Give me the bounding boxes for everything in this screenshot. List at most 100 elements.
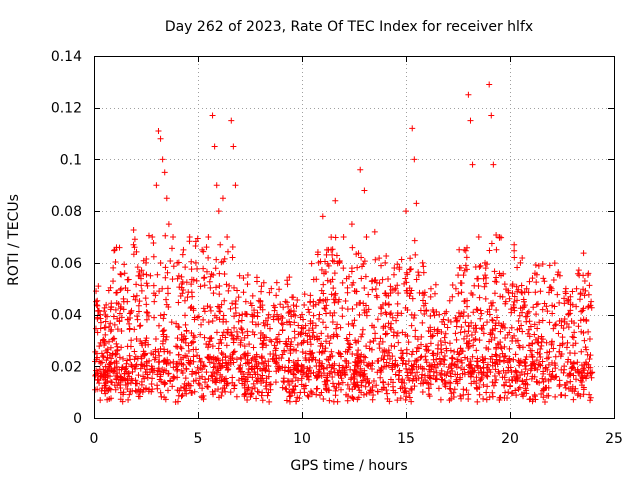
roti-point [361,309,368,316]
roti-point [454,380,461,387]
roti-point [187,357,194,364]
roti-point [221,255,228,262]
roti-point [118,328,125,335]
roti-point [474,307,481,314]
roti-point [415,269,422,276]
roti-point [339,305,346,312]
roti-point [149,375,156,382]
roti-point [524,310,531,317]
roti-point [369,277,376,284]
roti-point [427,375,434,382]
roti-point [582,287,589,294]
data-points [92,81,596,405]
roti-point [493,306,500,313]
x-tick-label: 5 [194,431,203,447]
roti-point [584,351,591,358]
roti-point [167,257,174,264]
roti-point [336,296,343,303]
roti-point [497,293,504,300]
roti-point [412,251,419,258]
roti-point [188,276,195,283]
roti-point [514,288,521,295]
roti-point [413,376,420,383]
roti-point [513,373,520,380]
roti-point [418,353,425,360]
roti-point [466,337,473,344]
roti-point [575,370,582,377]
roti-point [98,372,105,379]
roti-point [294,394,301,401]
roti-peak-point [490,161,497,168]
roti-point [375,357,382,364]
roti-peak-point [180,246,187,253]
roti-point [321,305,328,312]
roti-peak-point [153,182,160,189]
roti-point [135,308,142,315]
roti-point [258,288,265,295]
roti-point [335,381,342,388]
roti-point [105,338,112,345]
roti-point [565,385,572,392]
roti-point [396,266,403,273]
roti-point [200,362,207,369]
roti-point [566,310,573,317]
roti-point [97,397,104,404]
roti-peak-point [213,182,220,189]
roti-point [307,341,314,348]
roti-point [359,331,366,338]
roti-point [465,313,472,320]
roti-point [531,373,538,380]
roti-peak-point [411,156,418,163]
roti-point [196,355,203,362]
roti-point [114,382,121,389]
roti-point [241,334,248,341]
roti-point [298,367,305,374]
roti-point [578,308,585,315]
roti-point [168,319,175,326]
roti-point [349,305,356,312]
roti-point [102,318,109,325]
roti-point [567,371,574,378]
roti-peak-point [482,259,489,266]
roti-point [313,391,320,398]
roti-point [476,337,483,344]
roti-point [120,391,127,398]
roti-point [473,306,480,313]
roti-point [492,320,499,327]
roti-point [258,380,265,387]
roti-point [508,324,515,331]
roti-point [247,393,254,400]
roti-point [318,330,325,337]
roti-point [145,232,152,239]
roti-point [135,372,142,379]
roti-peak-point [159,156,166,163]
roti-point [246,341,253,348]
y-tick-label: 0.04 [51,308,82,324]
roti-point [182,352,189,359]
roti-point [555,269,562,276]
roti-point [470,368,477,375]
roti-point [540,386,547,393]
roti-point [191,334,198,341]
roti-point [541,398,548,405]
roti-peak-point [452,285,459,292]
roti-point [342,371,349,378]
roti-point [183,366,190,373]
roti-point [512,368,519,375]
roti-point [188,258,195,265]
roti-point [581,372,588,379]
roti-peak-point [461,246,468,253]
roti-point [244,352,251,359]
roti-point [587,302,594,309]
roti-point [176,324,183,331]
roti-point [138,282,145,289]
roti-point [249,318,256,325]
roti-point [170,375,177,382]
roti-point [293,398,300,405]
roti-point [251,384,258,391]
roti-point [276,286,283,293]
roti-point [289,294,296,301]
roti-point [405,358,412,365]
roti-point [398,256,405,263]
roti-point [446,379,453,386]
